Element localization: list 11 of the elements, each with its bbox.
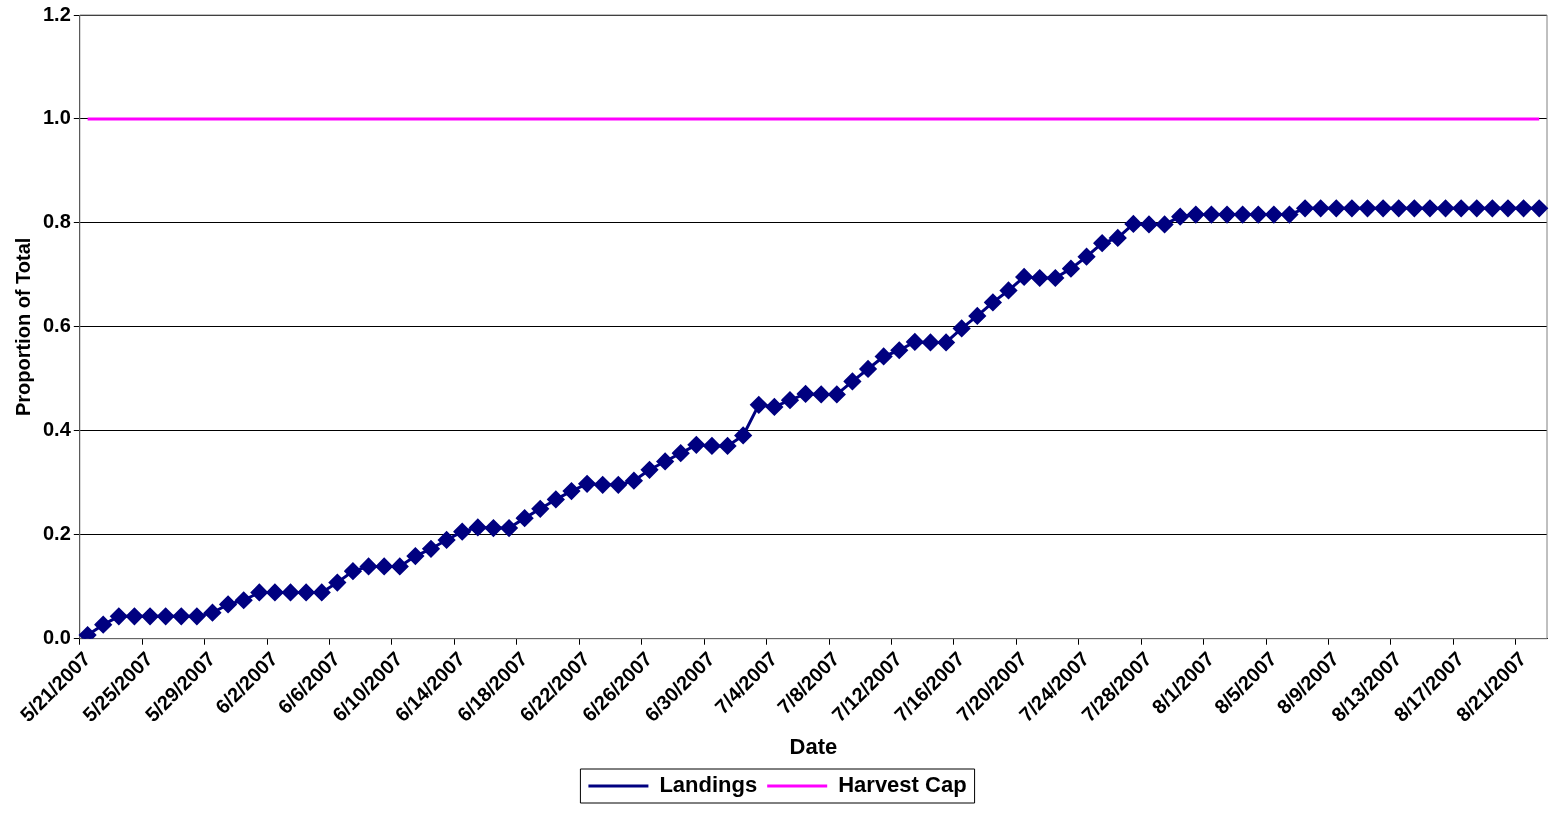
y-tick-label: 0.0 (42, 626, 71, 649)
y-tick-label: 1.0 (42, 106, 71, 129)
legend-label: Harvest Cap (838, 772, 967, 798)
x-axis-title: Date (789, 733, 838, 759)
y-tick-label: 1.2 (42, 2, 71, 25)
y-tick-label: 0.2 (42, 522, 71, 545)
y-tick-label: 0.8 (42, 210, 71, 233)
y-tick-label: 0.4 (42, 418, 72, 441)
legend-label: Landings (659, 772, 758, 798)
y-tick-label: 0.6 (42, 314, 71, 337)
y-axis-title: Proportion of Total (11, 237, 34, 417)
